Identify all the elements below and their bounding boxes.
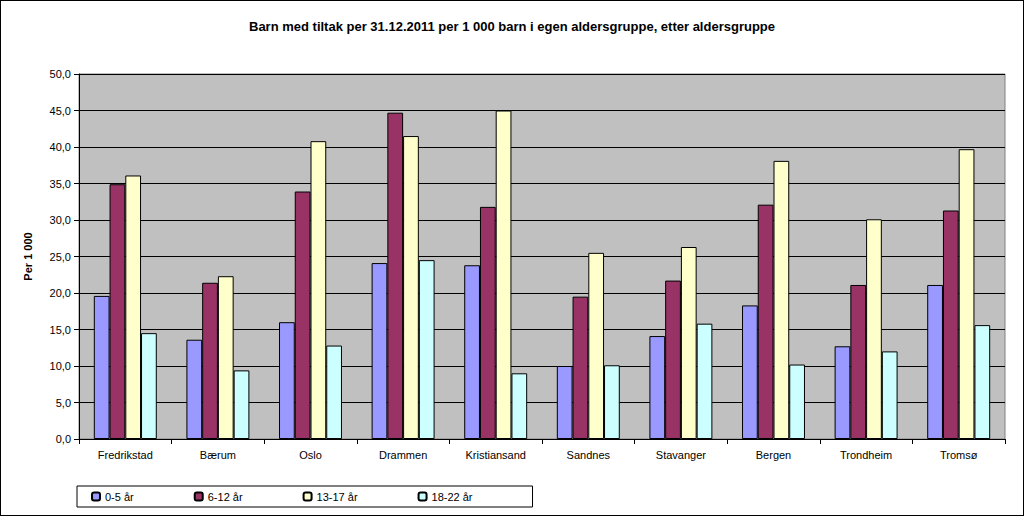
svg-text:Oslo: Oslo (299, 449, 322, 461)
svg-text:0,0: 0,0 (56, 433, 71, 445)
svg-text:Sandnes: Sandnes (567, 449, 611, 461)
svg-text:15,0: 15,0 (50, 324, 71, 336)
svg-text:5,0: 5,0 (56, 397, 71, 409)
svg-text:45,0: 45,0 (50, 105, 71, 117)
svg-text:Bærum: Bærum (200, 449, 236, 461)
svg-text:30,0: 30,0 (50, 214, 71, 226)
svg-text:0-5 år: 0-5 år (105, 491, 134, 503)
svg-text:Fredrikstad: Fredrikstad (98, 449, 153, 461)
svg-text:40,0: 40,0 (50, 141, 71, 153)
svg-text:6-12 år: 6-12 år (208, 491, 243, 503)
svg-text:18-22 år: 18-22 år (432, 491, 473, 503)
svg-text:Trondheim: Trondheim (840, 449, 892, 461)
svg-text:25,0: 25,0 (50, 251, 71, 263)
svg-text:Bergen: Bergen (756, 449, 791, 461)
svg-text:50,0: 50,0 (50, 68, 71, 80)
svg-text:Drammen: Drammen (379, 449, 427, 461)
svg-text:35,0: 35,0 (50, 178, 71, 190)
svg-text:Kristiansand: Kristiansand (465, 449, 526, 461)
svg-text:Tromsø: Tromsø (940, 449, 978, 461)
svg-text:20,0: 20,0 (50, 287, 71, 299)
svg-text:Per 1 000: Per 1 000 (22, 232, 34, 280)
svg-text:10,0: 10,0 (50, 360, 71, 372)
svg-text:Stavanger: Stavanger (656, 449, 706, 461)
svg-text:13-17 år: 13-17 år (317, 491, 358, 503)
svg-text:Barn med tiltak per 31.12.2011: Barn med tiltak per 31.12.2011 per 1 000… (249, 19, 775, 34)
